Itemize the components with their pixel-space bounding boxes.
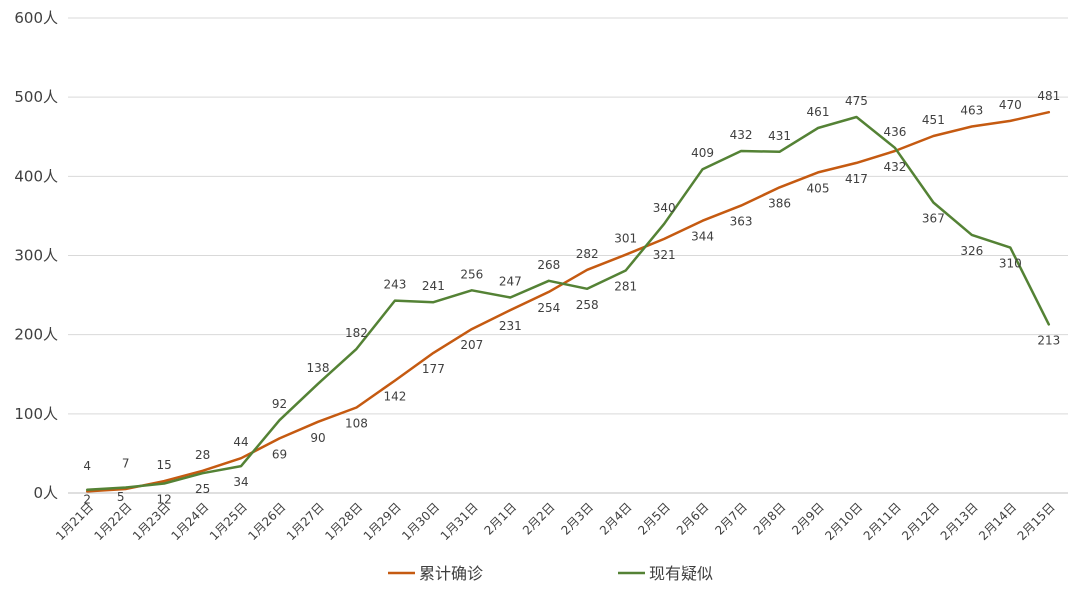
data-label: 177 [422, 362, 445, 376]
x-tick-label: 2月6日 [674, 500, 712, 538]
y-tick-label: 100人 [14, 405, 58, 423]
x-tick-label: 2月2日 [520, 500, 558, 538]
data-label: 92 [272, 397, 287, 411]
data-label: 25 [195, 482, 210, 496]
data-label: 340 [653, 201, 676, 215]
data-label: 282 [576, 247, 599, 261]
y-tick-label: 300人 [14, 247, 58, 265]
data-label: 470 [999, 98, 1022, 112]
x-axis: 1月21日1月22日1月23日1月24日1月25日1月26日1月27日1月28日… [53, 500, 1058, 543]
data-label: 432 [730, 128, 753, 142]
x-tick-label: 1月29日 [361, 500, 404, 543]
x-tick-label: 2月3日 [558, 500, 596, 538]
data-label: 15 [157, 458, 172, 472]
x-tick-label: 2月13日 [938, 500, 981, 543]
data-label: 243 [383, 278, 406, 292]
series-line-confirmed [85, 110, 1051, 493]
data-label: 281 [614, 280, 637, 294]
data-label: 258 [576, 298, 599, 312]
legend-label: 累计确诊 [419, 564, 483, 583]
x-tick-label: 2月10日 [822, 500, 865, 543]
data-label: 268 [537, 258, 560, 272]
x-tick-label: 2月7日 [712, 500, 750, 538]
x-tick-label: 2月4日 [597, 500, 635, 538]
data-label: 142 [383, 390, 406, 404]
data-label: 256 [460, 267, 483, 281]
data-label: 90 [310, 431, 325, 445]
data-label: 475 [845, 94, 868, 108]
data-label: 436 [883, 125, 906, 139]
data-label: 138 [307, 361, 330, 375]
x-tick-label: 2月11日 [861, 500, 904, 543]
y-tick-label: 0人 [33, 484, 58, 502]
x-tick-label: 2月1日 [482, 500, 520, 538]
x-tick-label: 2月14日 [976, 500, 1019, 543]
series-lines [85, 110, 1051, 493]
gridlines [68, 17, 1068, 494]
x-tick-label: 1月24日 [168, 500, 211, 543]
data-label: 34 [233, 475, 248, 489]
data-label: 207 [460, 338, 483, 352]
y-tick-label: 600人 [14, 9, 58, 27]
data-label: 301 [614, 232, 637, 246]
data-label: 310 [999, 257, 1022, 271]
data-label: 321 [653, 248, 676, 262]
data-label: 247 [499, 274, 522, 288]
data-label: 5 [117, 490, 125, 504]
data-label: 182 [345, 326, 368, 340]
x-tick-label: 1月26日 [245, 500, 288, 543]
data-label: 2 [83, 492, 91, 506]
y-axis: 0人 100人 200人 300人 400人 500人 600人 [14, 9, 58, 502]
data-label: 344 [691, 230, 714, 244]
data-label: 481 [1037, 89, 1060, 103]
series-line-suspected [85, 115, 1051, 492]
data-label: 7 [122, 456, 130, 470]
x-tick-label: 1月31日 [438, 500, 481, 543]
x-tick-label: 2月8日 [751, 500, 789, 538]
legend-label: 现有疑似 [649, 564, 713, 583]
data-label: 463 [960, 103, 983, 117]
x-tick-label: 2月15日 [1015, 500, 1058, 543]
data-label: 241 [422, 279, 445, 293]
data-label: 451 [922, 113, 945, 127]
data-label: 326 [960, 244, 983, 258]
data-label: 4 [83, 459, 91, 473]
data-label: 367 [922, 211, 945, 225]
data-label: 461 [807, 105, 830, 119]
data-label: 12 [157, 493, 172, 507]
data-label: 254 [537, 301, 560, 315]
data-label: 213 [1037, 333, 1060, 347]
data-label: 108 [345, 417, 368, 431]
y-tick-label: 200人 [14, 326, 58, 344]
data-label: 69 [272, 447, 287, 461]
x-tick-label: 1月21日 [53, 500, 96, 543]
x-tick-label: 2月12日 [899, 500, 942, 543]
data-label: 363 [730, 215, 753, 229]
x-tick-label: 1月28日 [322, 500, 365, 543]
x-tick-label: 2月9日 [789, 500, 827, 538]
data-label: 417 [845, 172, 868, 186]
y-tick-label: 400人 [14, 167, 58, 185]
x-tick-label: 1月25日 [207, 500, 250, 543]
data-label: 231 [499, 319, 522, 333]
data-label: 432 [883, 160, 906, 174]
data-label: 431 [768, 129, 791, 143]
data-label: 405 [807, 181, 830, 195]
x-tick-label: 2月5日 [635, 500, 673, 538]
legend: 累计确诊 现有疑似 [388, 564, 713, 583]
y-tick-label: 500人 [14, 88, 58, 106]
data-label: 409 [691, 146, 714, 160]
data-label: 44 [233, 435, 248, 449]
x-tick-label: 1月27日 [284, 500, 327, 543]
x-tick-label: 1月30日 [399, 500, 442, 543]
data-label: 28 [195, 448, 210, 462]
data-label: 386 [768, 196, 791, 210]
data-labels: 2 515284469901081421772072312542823013213… [83, 89, 1060, 506]
x-tick-label: 1月22日 [92, 500, 135, 543]
